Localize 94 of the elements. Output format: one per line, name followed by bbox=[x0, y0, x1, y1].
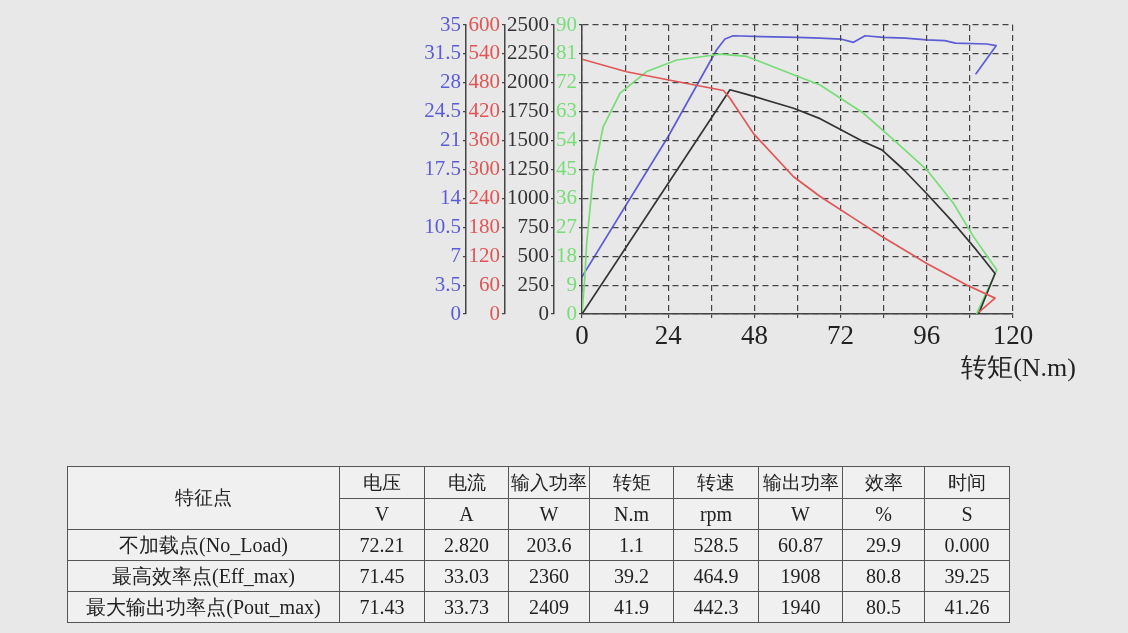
text: 29.9 bbox=[866, 533, 901, 556]
text: 39.25 bbox=[944, 564, 990, 587]
x-tick-label: 120 bbox=[992, 320, 1034, 351]
y-tick-label: 81 bbox=[556, 40, 577, 65]
text: % bbox=[875, 502, 892, 525]
text: 80.5 bbox=[866, 595, 901, 618]
y2-tick-label: 1750 bbox=[507, 98, 549, 123]
y3-tick-label: 60 bbox=[479, 271, 500, 296]
text: 71.43 bbox=[359, 595, 405, 618]
text: 1.1 bbox=[619, 533, 644, 556]
y-tick-label: 28 bbox=[440, 69, 461, 94]
y-tick-label: 90 bbox=[556, 11, 577, 36]
y-tick-label: 72 bbox=[556, 69, 577, 94]
y2-tick-label: 500 bbox=[517, 242, 549, 267]
text: W bbox=[791, 502, 810, 525]
text: S bbox=[961, 502, 973, 525]
category-label: 电流 bbox=[424, 466, 509, 499]
text: 2.820 bbox=[444, 533, 489, 556]
y2-tick-label: 2000 bbox=[507, 69, 549, 94]
y2-tick-label: 1250 bbox=[507, 156, 549, 181]
text: 33.03 bbox=[444, 564, 489, 587]
text: 2360 bbox=[529, 564, 569, 587]
y3-tick-label: 420 bbox=[468, 98, 500, 123]
y-tick-label: 36 bbox=[556, 184, 577, 209]
y2-tick-label: 2250 bbox=[507, 40, 549, 65]
category-label: 最大输出功率点(Pout_max) bbox=[86, 595, 321, 618]
x-tick-label: 96 bbox=[913, 320, 941, 351]
y3-tick-label: 300 bbox=[468, 156, 500, 181]
y3-tick-label: 240 bbox=[468, 184, 500, 209]
y-tick-label: 0 bbox=[566, 300, 577, 325]
text: 203.6 bbox=[526, 533, 572, 556]
y-tick-label: 10.5 bbox=[424, 213, 461, 238]
y2-tick-label: 1000 bbox=[507, 184, 549, 209]
y3-tick-label: 360 bbox=[468, 127, 500, 152]
y-tick-label: 35 bbox=[440, 11, 461, 36]
text: W bbox=[539, 502, 559, 525]
text: 41.9 bbox=[614, 595, 649, 618]
y-tick-label: 3.5 bbox=[434, 271, 461, 296]
text: 442.3 bbox=[693, 595, 739, 618]
text: 特征点 bbox=[67, 466, 340, 530]
text: 1908 bbox=[780, 564, 821, 587]
y3-tick-label: 480 bbox=[468, 69, 500, 94]
text: 33.73 bbox=[444, 595, 489, 618]
category-label: 效率 bbox=[842, 466, 925, 499]
text: 2409 bbox=[529, 595, 569, 618]
text: A bbox=[459, 502, 474, 525]
y3-tick-label: 600 bbox=[468, 11, 500, 36]
text: 528.5 bbox=[693, 533, 739, 556]
y2-tick-label: 750 bbox=[517, 213, 549, 238]
y3-tick-label: 120 bbox=[468, 242, 500, 267]
y2-tick-label: 1500 bbox=[507, 127, 549, 152]
y-tick-label: 31.5 bbox=[424, 40, 461, 65]
text: 60.87 bbox=[778, 533, 823, 556]
y2-tick-label: 250 bbox=[517, 271, 549, 296]
text: rpm bbox=[699, 502, 733, 525]
x-tick-label: 24 bbox=[654, 320, 683, 351]
category-label: 时间 bbox=[924, 466, 1010, 499]
x-tick-label: 72 bbox=[827, 320, 855, 351]
y-tick-label: 17.5 bbox=[424, 156, 461, 181]
y-tick-label: 54 bbox=[556, 127, 578, 152]
text: N.m bbox=[614, 502, 649, 525]
category-label: 输入功率 bbox=[508, 466, 590, 499]
text: 72.21 bbox=[359, 533, 405, 556]
category-label: 转矩 bbox=[589, 466, 674, 499]
y-tick-label: 0 bbox=[450, 300, 461, 325]
y2-tick-label: 2500 bbox=[507, 11, 549, 36]
y-tick-label: 9 bbox=[566, 271, 577, 296]
x-axis-title: 转矩(N.m) bbox=[961, 353, 1076, 382]
category-label: 电压 bbox=[339, 466, 425, 499]
y3-tick-label: 180 bbox=[468, 213, 500, 238]
y-tick-label: 18 bbox=[556, 242, 577, 267]
y-tick-label: 27 bbox=[556, 213, 577, 238]
y-tick-label: 7 bbox=[450, 242, 461, 267]
y-tick-label: 14 bbox=[440, 184, 462, 209]
y-tick-label: 63 bbox=[556, 98, 577, 123]
y3-tick-label: 0 bbox=[489, 300, 500, 325]
y-tick-label: 21 bbox=[440, 127, 461, 152]
text: 1940 bbox=[780, 595, 821, 618]
y-tick-label: 24.5 bbox=[424, 98, 461, 123]
text: 80.8 bbox=[866, 564, 901, 587]
y2-tick-label: 0 bbox=[538, 300, 549, 325]
category-label: 最高效率点(Eff_max) bbox=[112, 564, 295, 587]
text: 71.45 bbox=[359, 564, 405, 587]
category-label: 不加载点(No_Load) bbox=[119, 533, 288, 556]
category-label: 输出功率 bbox=[758, 466, 843, 499]
text: V bbox=[374, 502, 390, 525]
text: 464.9 bbox=[693, 564, 739, 587]
category-label: 转速 bbox=[673, 466, 759, 499]
y-tick-label: 45 bbox=[556, 156, 577, 181]
text: 0.000 bbox=[944, 533, 990, 556]
text: 39.2 bbox=[614, 564, 649, 587]
y3-tick-label: 540 bbox=[468, 40, 500, 65]
text: 41.26 bbox=[944, 595, 990, 618]
x-tick-label: 48 bbox=[740, 320, 768, 351]
